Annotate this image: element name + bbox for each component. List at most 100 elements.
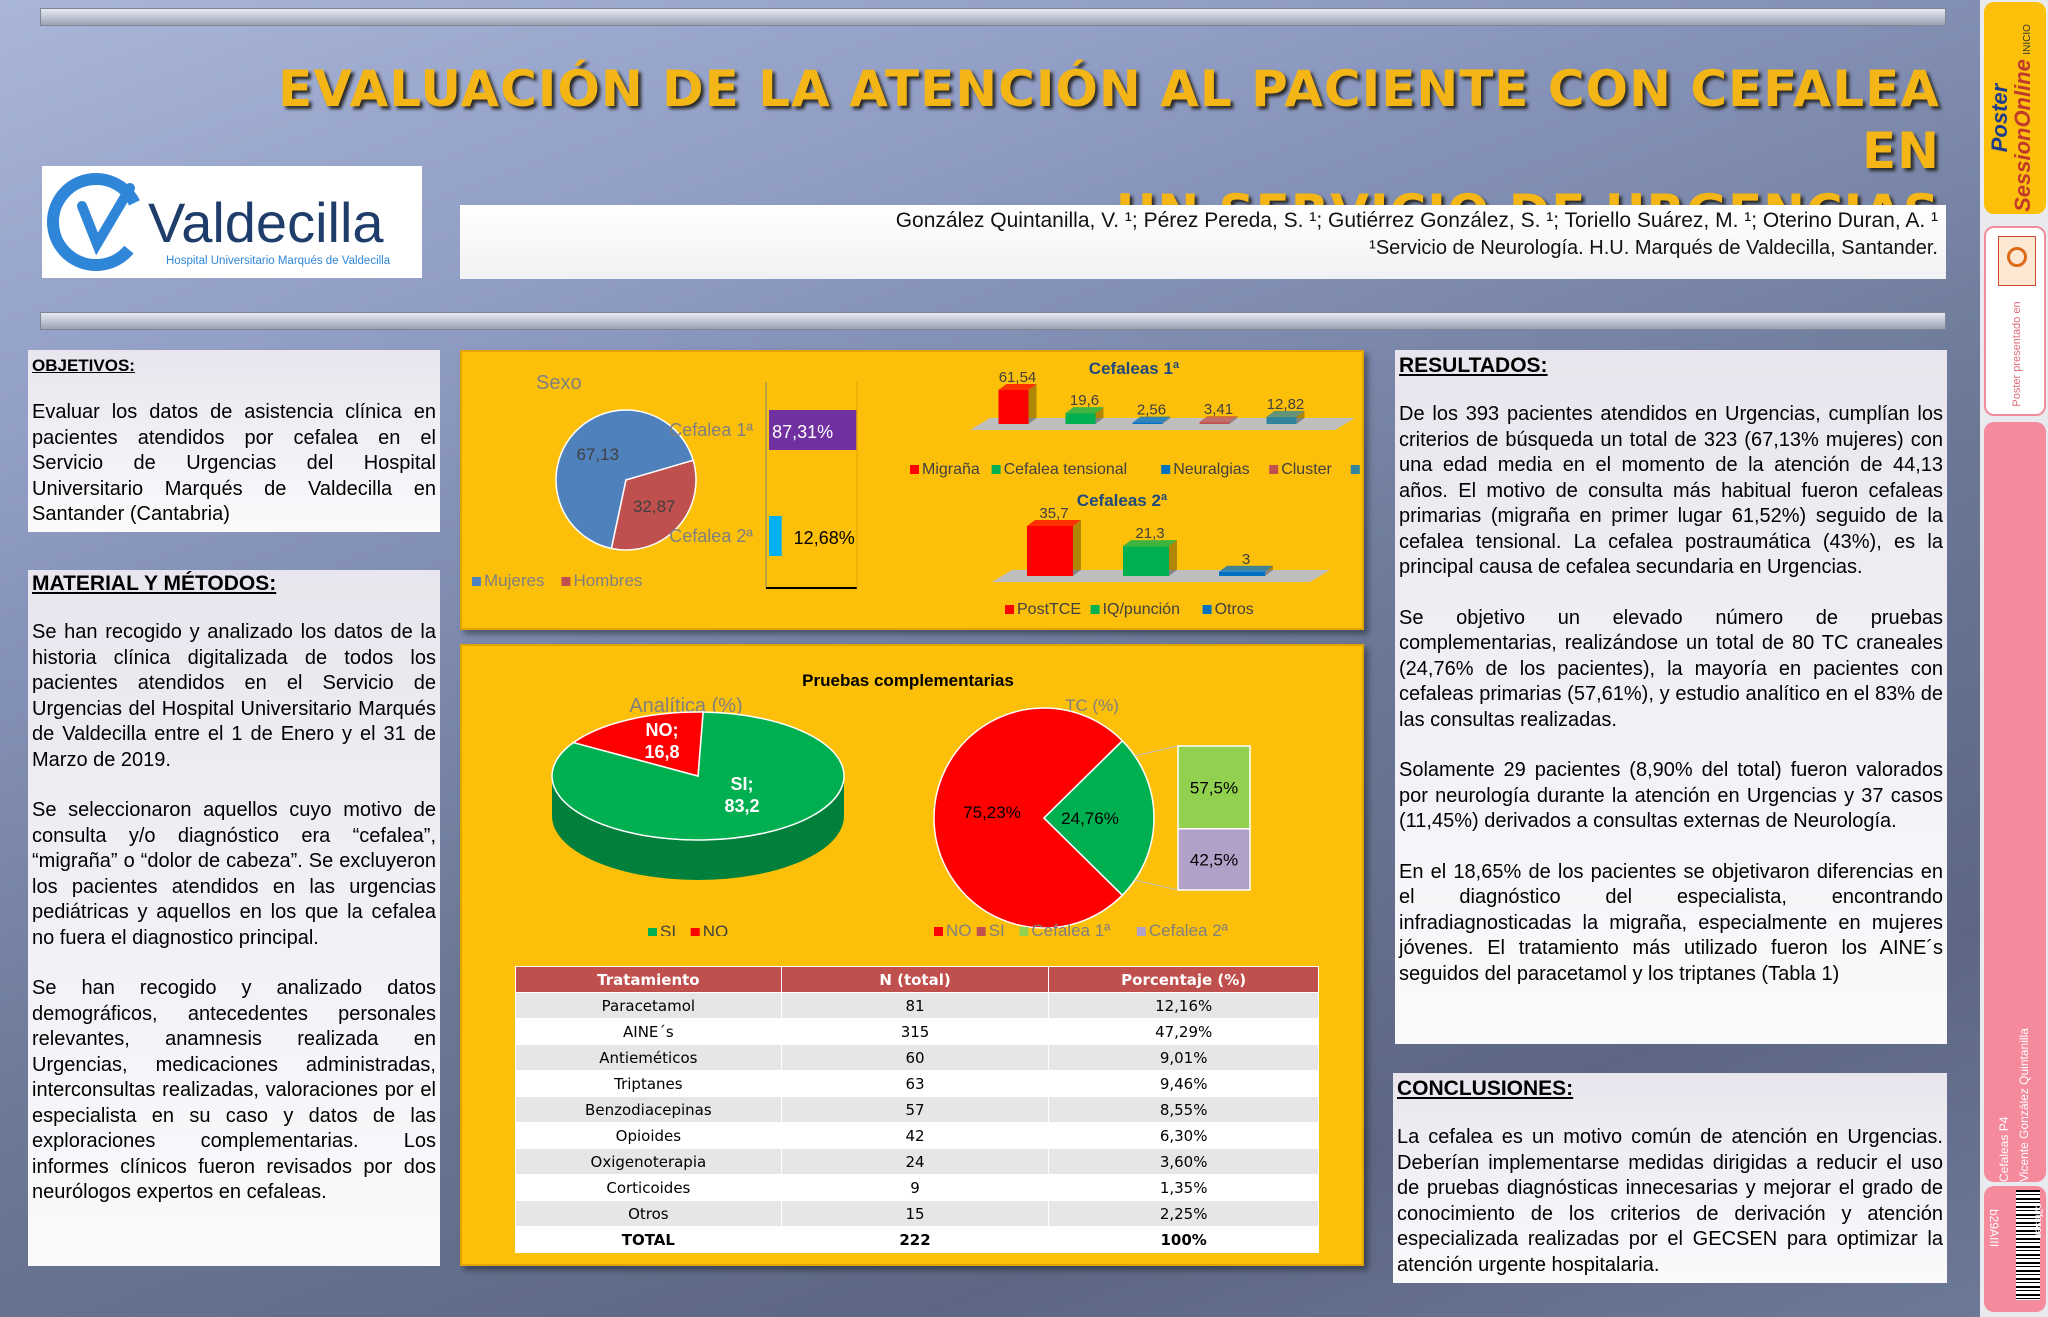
cefaleas1-bar-side-cefalea-tensional	[1095, 407, 1104, 424]
objetivos-panel: OBJETIVOS: Evaluar los datos de asistenc…	[28, 350, 440, 532]
table-header-porcentaje: Porcentaje (%)	[1048, 966, 1319, 993]
analitica-legend-no: NO	[703, 922, 729, 936]
cefaleas2-bar-iq-puncion	[1123, 546, 1169, 576]
cefaleas1-bar-side-migrana	[1028, 384, 1037, 424]
tc-connector-2	[1134, 879, 1179, 891]
presented-badge: Poster presentado en	[1984, 226, 2046, 416]
objetivos-heading: OBJETIVOS:	[32, 356, 135, 375]
cefaleas2-bar-side-posttce	[1073, 520, 1081, 576]
session-author: Vicente González Quintanilla	[2017, 1028, 2031, 1182]
table-row: Otros 15 2,25%	[515, 1200, 1319, 1227]
cefaleas1-bar-otros	[1266, 416, 1297, 424]
cefaleas2-value-otros: 3	[1242, 551, 1250, 568]
tratamiento-cell: Opioides	[515, 1122, 782, 1149]
analitica-title: Analítica (%)	[629, 695, 742, 717]
table-header-tratamiento: Tratamiento	[515, 966, 782, 993]
table-row: Opioides 42 6,30%	[515, 1122, 1319, 1149]
tratamiento-cell: Antieméticos	[515, 1044, 782, 1071]
brand-text: Poster SessionOnline INICIO	[1987, 18, 2038, 218]
tratamiento-cell: TOTAL	[515, 1226, 782, 1253]
tc-legend-swatch-cefalea-2	[1136, 927, 1146, 936]
table-row: Antieméticos 60 9,01%	[515, 1044, 1319, 1071]
authors-box: González Quintanilla, V. ¹; Pérez Pereda…	[460, 205, 1946, 279]
n-total-cell: 15	[780, 1200, 1050, 1227]
n-total-cell: 315	[780, 1018, 1050, 1045]
logo-subtitle: Hospital Universitario Marqués de Valdec…	[166, 255, 391, 267]
tc-label-no: 75,23%	[963, 803, 1021, 822]
cefaleas2-legend-swatch-otros	[1202, 605, 1212, 614]
poster-session-sidebar: Poster SessionOnline INICIO Poster prese…	[1980, 0, 2048, 1317]
porcentaje-cell: 2,25%	[1048, 1200, 1319, 1227]
hbar-value-cefalea-2: 12,68%	[794, 528, 855, 548]
tratamiento-cell: Benzodiacepinas	[515, 1096, 782, 1123]
analitica-legend-swatch-no	[690, 928, 700, 936]
cefaleas1-bar-side-neuralgias	[1162, 416, 1171, 424]
tc-legend-cefalea-2: Cefalea 2ª	[1149, 921, 1229, 936]
cefaleas2-title: Cefaleas 2ª	[1077, 491, 1168, 510]
porcentaje-cell: 6,30%	[1048, 1122, 1319, 1149]
cefaleas2-value-posttce: 35,7	[1039, 505, 1068, 522]
porcentaje-cell: 3,60%	[1048, 1148, 1319, 1175]
porcentaje-cell: 9,01%	[1048, 1044, 1319, 1071]
hbar-bar-cefalea-1	[769, 410, 857, 450]
material-panel: MATERIAL Y MÉTODOS: Se han recogido y an…	[28, 570, 440, 1266]
n-total-cell: 63	[780, 1070, 1050, 1097]
cefaleas1-legend-migrana: Migraña	[922, 461, 980, 478]
session-info: Cefaleas P4 Vicente González Quintanilla	[1994, 1022, 2034, 1182]
code-text: b29AIII	[1987, 1209, 2001, 1248]
sexo-legend-swatch-mujeres	[472, 577, 481, 586]
cefaleas1-bar-top-otros	[1266, 410, 1305, 417]
tc-breakdown-cefalea-2	[1177, 828, 1251, 891]
valdecilla-logo: Valdecilla Hospital Universitario Marqué…	[42, 166, 422, 278]
cefaleas1-value-cluster: 3,41	[1204, 401, 1233, 418]
tc-legend-cefalea-1: Cefalea 1ª	[1031, 921, 1111, 936]
cefaleas1-legend-swatch-migrana	[910, 465, 919, 474]
cefaleas2-bar-top-iq-puncion	[1123, 540, 1177, 547]
material-p1: Se han recogido y analizado los datos de…	[32, 621, 436, 771]
analitica-label-no: NO;	[646, 720, 679, 740]
brand-line1: Poster	[1987, 83, 2012, 153]
cefaleas1-bar-cluster	[1199, 422, 1230, 424]
tc-breakdown-label-cefalea-1: 57,5%	[1190, 778, 1238, 797]
table-row: Oxigenoterapia 24 3,60%	[515, 1148, 1319, 1175]
demographics-charts-panel: Sexo 67,13 32,87 Mujeres Hombres 87,31% Cef…	[460, 350, 1402, 630]
sexo-legend-mujeres: Mujeres	[484, 571, 544, 590]
tratamiento-cell: Corticoides	[515, 1174, 782, 1201]
hbar-value-cefalea-1: 87,31%	[772, 422, 833, 442]
brand-badge: Poster SessionOnline INICIO	[1984, 2, 2046, 214]
analitica-pie-depth	[552, 776, 844, 880]
resultados-p1: De los 393 pacientes atendidos en Urgenc…	[1399, 403, 1943, 578]
header-divider	[40, 312, 1946, 330]
pruebas-title: Pruebas complementarias	[802, 671, 1014, 690]
top-divider	[40, 8, 1946, 26]
analitica-slice-no	[571, 711, 704, 777]
sexo-label-mujeres: 67,13	[576, 445, 619, 464]
valdecilla-logo-icon: Valdecilla Hospital Universitario Marqué…	[47, 173, 391, 271]
analitica-label-no: 16,8	[644, 742, 679, 762]
sexo-slice-hombres	[610, 459, 697, 551]
tc-breakdown-label-cefalea-2: 42,5%	[1190, 850, 1238, 869]
objetivos-text: Evaluar los datos de asistencia clínica …	[32, 401, 436, 525]
porcentaje-cell: 47,29%	[1048, 1018, 1319, 1045]
cefaleas2-bar-posttce	[1027, 526, 1073, 576]
table-header-n: N (total)	[780, 966, 1050, 993]
cefaleas1-bar-top-cefalea-tensional	[1065, 407, 1104, 414]
tc-title: TC (%)	[1065, 696, 1119, 715]
table-total-row: TOTAL 222 100%	[515, 1226, 1319, 1253]
cefaleas1-bar-cefalea-tensional	[1065, 413, 1096, 424]
resultados-heading: RESULTADOS:	[1399, 354, 1548, 377]
porcentaje-cell: 1,35%	[1048, 1174, 1319, 1201]
n-total-cell: 60	[780, 1044, 1050, 1071]
conclusiones-panel: CONCLUSIONES: La cefalea es un motivo co…	[1393, 1073, 1947, 1283]
tratamiento-cell: Triptanes	[515, 1070, 782, 1097]
sexo-title: Sexo	[536, 372, 582, 394]
cefaleas1-bar-side-cluster	[1229, 416, 1238, 424]
tratamiento-table: Tratamiento N (total) Porcentaje (%) Par…	[515, 966, 1319, 1253]
logo-wordmark: Valdecilla	[148, 191, 384, 254]
n-total-cell: 222	[780, 1226, 1050, 1253]
tc-legend-swatch-si	[976, 927, 986, 936]
tc-slice-si	[1042, 739, 1155, 897]
barcode-icon	[2016, 1190, 2040, 1300]
resultados-p3: Solamente 29 pacientes (8,90% del total)…	[1399, 759, 1943, 832]
authors-line: González Quintanilla, V. ¹; Pérez Pereda…	[895, 209, 1938, 232]
